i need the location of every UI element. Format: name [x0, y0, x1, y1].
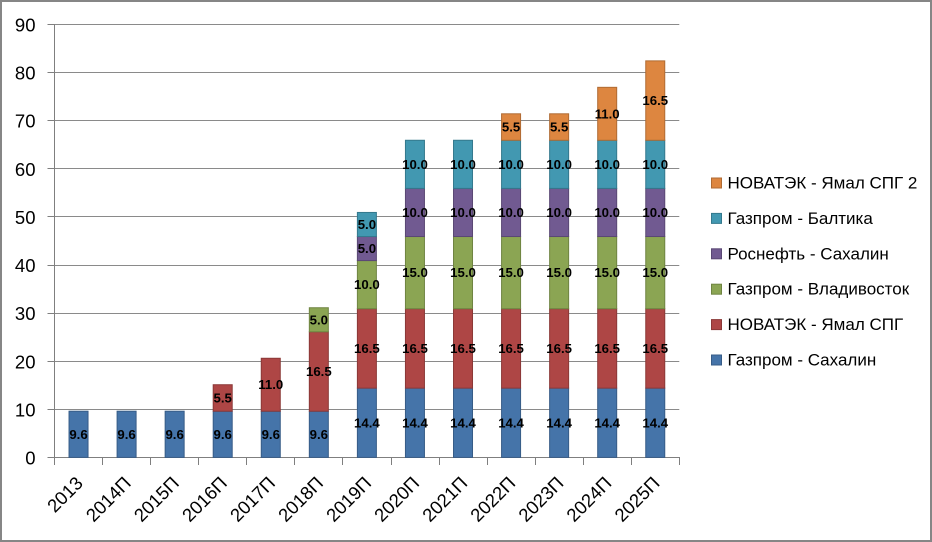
svg-text:16.5: 16.5 — [642, 341, 668, 356]
svg-text:80: 80 — [15, 63, 36, 84]
svg-text:5.5: 5.5 — [502, 120, 520, 135]
svg-text:50: 50 — [15, 207, 36, 228]
svg-text:10.0: 10.0 — [594, 205, 620, 220]
svg-text:2017П: 2017П — [226, 472, 279, 525]
svg-text:10.0: 10.0 — [498, 157, 524, 172]
svg-text:5.5: 5.5 — [214, 390, 232, 405]
svg-text:16.5: 16.5 — [498, 341, 524, 356]
svg-text:9.6: 9.6 — [214, 427, 232, 442]
svg-text:70: 70 — [15, 111, 36, 132]
svg-text:0: 0 — [25, 448, 35, 469]
svg-text:15.0: 15.0 — [450, 265, 476, 280]
svg-text:2022П: 2022П — [466, 472, 519, 525]
svg-text:11.0: 11.0 — [595, 106, 620, 121]
svg-text:Газпром - Балтика: Газпром - Балтика — [728, 209, 874, 228]
svg-text:10.0: 10.0 — [450, 157, 476, 172]
svg-text:16.5: 16.5 — [450, 341, 476, 356]
svg-text:16.5: 16.5 — [546, 341, 572, 356]
svg-text:15.0: 15.0 — [546, 265, 572, 280]
svg-text:5.0: 5.0 — [310, 312, 328, 327]
svg-text:14.4: 14.4 — [354, 415, 380, 430]
svg-text:16.5: 16.5 — [354, 341, 380, 356]
svg-text:5.0: 5.0 — [358, 241, 376, 256]
svg-text:16.5: 16.5 — [594, 341, 620, 356]
svg-text:2015П: 2015П — [130, 472, 183, 525]
svg-text:9.6: 9.6 — [165, 427, 183, 442]
svg-text:14.4: 14.4 — [642, 415, 668, 430]
svg-text:Газпром - Сахалин: Газпром - Сахалин — [728, 351, 877, 370]
svg-text:15.0: 15.0 — [402, 265, 428, 280]
svg-text:10.0: 10.0 — [354, 277, 380, 292]
svg-text:10.0: 10.0 — [546, 205, 572, 220]
svg-text:9.6: 9.6 — [69, 427, 87, 442]
svg-text:10.0: 10.0 — [642, 205, 668, 220]
svg-text:Газпром - Владивосток: Газпром - Владивосток — [728, 280, 910, 299]
svg-text:30: 30 — [15, 303, 36, 324]
svg-text:2019П: 2019П — [322, 472, 375, 525]
svg-text:НОВАТЭК - Ямал СПГ 2: НОВАТЭК - Ямал СПГ 2 — [728, 174, 918, 193]
svg-text:2024П: 2024П — [562, 472, 615, 525]
svg-text:2025П: 2025П — [610, 472, 663, 525]
svg-text:14.4: 14.4 — [402, 415, 428, 430]
svg-text:10.0: 10.0 — [642, 157, 668, 172]
svg-text:9.6: 9.6 — [310, 427, 328, 442]
svg-text:16.5: 16.5 — [306, 364, 332, 379]
svg-text:9.6: 9.6 — [262, 427, 280, 442]
svg-text:10: 10 — [15, 399, 36, 420]
svg-text:НОВАТЭК - Ямал СПГ: НОВАТЭК - Ямал СПГ — [728, 315, 904, 334]
svg-text:60: 60 — [15, 159, 36, 180]
svg-text:16.5: 16.5 — [642, 93, 668, 108]
svg-text:15.0: 15.0 — [594, 265, 620, 280]
svg-text:5.0: 5.0 — [358, 217, 376, 232]
svg-text:16.5: 16.5 — [402, 341, 428, 356]
svg-text:10.0: 10.0 — [498, 205, 524, 220]
svg-text:40: 40 — [15, 255, 36, 276]
svg-text:11.0: 11.0 — [258, 377, 283, 392]
svg-text:20: 20 — [15, 351, 36, 372]
svg-text:2020П: 2020П — [370, 472, 423, 525]
svg-text:10.0: 10.0 — [402, 157, 428, 172]
svg-text:5.5: 5.5 — [550, 120, 568, 135]
svg-text:90: 90 — [15, 14, 36, 35]
svg-text:14.4: 14.4 — [450, 415, 476, 430]
svg-text:10.0: 10.0 — [402, 205, 428, 220]
svg-text:Роснефть - Сахалин: Роснефть - Сахалин — [728, 244, 889, 263]
svg-text:10.0: 10.0 — [450, 205, 476, 220]
svg-text:2016П: 2016П — [178, 472, 231, 525]
svg-text:15.0: 15.0 — [498, 265, 524, 280]
svg-text:14.4: 14.4 — [498, 415, 524, 430]
svg-text:14.4: 14.4 — [594, 415, 620, 430]
svg-text:10.0: 10.0 — [594, 157, 620, 172]
svg-text:2014П: 2014П — [82, 472, 135, 525]
svg-text:10.0: 10.0 — [546, 157, 572, 172]
svg-text:9.6: 9.6 — [117, 427, 135, 442]
svg-text:15.0: 15.0 — [642, 265, 668, 280]
svg-text:2013: 2013 — [43, 472, 87, 516]
svg-text:2021П: 2021П — [418, 472, 471, 525]
svg-text:2023П: 2023П — [514, 472, 567, 525]
svg-text:14.4: 14.4 — [546, 415, 572, 430]
svg-text:2018П: 2018П — [274, 472, 327, 525]
